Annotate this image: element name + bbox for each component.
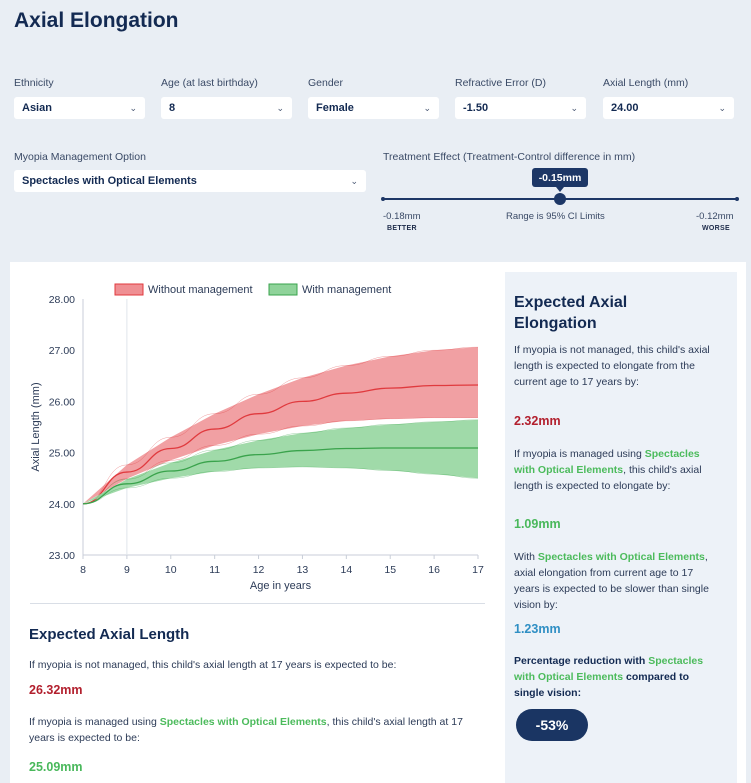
chevron-down-icon: ⌄ [570, 102, 578, 113]
y-tick-label: 28.00 [49, 294, 75, 306]
gender-label: Gender [308, 77, 344, 89]
y-tick-label: 24.00 [49, 499, 75, 511]
treatment-slider-thumb[interactable] [554, 193, 566, 205]
gender-value: Female [316, 102, 354, 114]
slider-max-dot [735, 197, 739, 201]
x-tick-label: 14 [340, 564, 352, 576]
with-management-upper-edge [82, 419, 479, 505]
legend-swatch-without-management [114, 283, 144, 296]
elongation-sidebar [505, 272, 737, 783]
x-tick-label: 10 [165, 564, 177, 576]
ethnicity-select[interactable]: Asian ⌄ [14, 97, 145, 119]
page-title: Axial Elongation [14, 9, 179, 32]
without-management-upper-edge [82, 346, 479, 505]
axial-length-select[interactable]: 24.00 ⌄ [603, 97, 734, 119]
chevron-down-icon: ⌄ [129, 102, 137, 113]
slider-min-label: -0.18mm [383, 211, 421, 222]
without-management-line [82, 384, 479, 505]
without-management-lower-edge [82, 417, 478, 505]
x-tick-label: 17 [472, 564, 484, 576]
x-tick-label: 11 [209, 564, 220, 576]
x-tick-label: 8 [80, 564, 86, 576]
x-tick-label: 13 [297, 564, 309, 576]
legend-swatch-with-management [268, 283, 298, 296]
y-tick-label: 25.00 [49, 448, 75, 460]
sidebar-title: Expected Axial Elongation [514, 294, 628, 332]
sidebar-not-managed-value: 2.32mm [514, 414, 561, 428]
ethnicity-label: Ethnicity [14, 77, 54, 89]
with-management-lower-edge [82, 466, 479, 505]
y-tick-label: 27.00 [49, 345, 75, 357]
with-management-line [82, 447, 478, 505]
reduction-badge: -53% [516, 709, 588, 741]
sidebar-slower-value: 1.23mm [514, 622, 561, 636]
expected-length-not-managed-text: If myopia is not managed, this child's a… [29, 659, 397, 671]
slider-max-label: -0.12mm [696, 211, 734, 222]
refractive-error-select[interactable]: -1.50 ⌄ [455, 97, 586, 119]
chart-divider [30, 603, 485, 604]
legend-label-with-management: With management [302, 284, 391, 296]
management-value: Spectacles with Optical Elements [22, 175, 197, 187]
y-tick-label: 26.00 [49, 396, 75, 408]
chevron-down-icon: ⌄ [423, 102, 431, 113]
x-tick-label: 15 [384, 564, 396, 576]
chevron-down-icon: ⌄ [350, 175, 358, 186]
sidebar-slower-text: With Spectacles with Optical Elements, a… [514, 551, 709, 611]
axial-length-chart: 23.00 24.00 25.00 26.00 27.00 28.00 8 9 10 11 12 13… [30, 283, 484, 592]
gender-select[interactable]: Female ⌄ [308, 97, 439, 119]
refractive-error-label: Refractive Error (D) [455, 77, 547, 89]
expected-length-title: Expected Axial Length [29, 626, 190, 643]
y-tick-label: 23.00 [49, 550, 75, 562]
age-label: Age (at last birthday) [161, 77, 258, 89]
sidebar-reduction-text: Percentage reduction with Spectacles wit… [514, 655, 704, 699]
treatment-value-bubble: -0.15mm [532, 168, 588, 192]
worse-label: WORSE [702, 225, 730, 232]
age-value: 8 [169, 102, 176, 114]
chevron-down-icon: ⌄ [718, 102, 726, 113]
management-select[interactable]: Spectacles with Optical Elements ⌄ [14, 170, 366, 192]
axial-length-label: Axial Length (mm) [603, 77, 689, 89]
x-tick-label: 16 [428, 564, 440, 576]
better-label: BETTER [387, 225, 417, 232]
ethnicity-value: Asian [22, 102, 52, 114]
expected-length-managed-text: If myopia is managed using Spectacles wi… [29, 716, 463, 744]
treatment-label: Treatment Effect (Treatment-Control diff… [383, 151, 636, 163]
management-label: Myopia Management Option [14, 151, 146, 163]
legend-label-without-management: Without management [148, 284, 253, 296]
x-axis-title: Age in years [250, 580, 312, 592]
x-tick-label: 9 [124, 564, 130, 576]
age-select[interactable]: 8 ⌄ [161, 97, 292, 119]
refractive-error-value: -1.50 [463, 102, 489, 114]
axial-length-value: 24.00 [611, 102, 639, 114]
y-axis-title: Axial Length (mm) [30, 382, 42, 471]
sidebar-not-managed-text: If myopia is not managed, this child's a… [514, 344, 710, 388]
x-tick-label: 12 [253, 564, 265, 576]
with-management-band [83, 419, 478, 504]
sidebar-managed-text: If myopia is managed using Spectacles wi… [514, 448, 702, 492]
without-management-band [83, 347, 478, 504]
slider-range-note: Range is 95% CI Limits [506, 211, 605, 222]
chevron-down-icon: ⌄ [276, 102, 284, 113]
slider-min-dot [381, 197, 385, 201]
expected-length-not-managed-value: 26.32mm [29, 683, 83, 697]
sidebar-managed-value: 1.09mm [514, 517, 561, 531]
expected-length-managed-value: 25.09mm [29, 760, 83, 774]
